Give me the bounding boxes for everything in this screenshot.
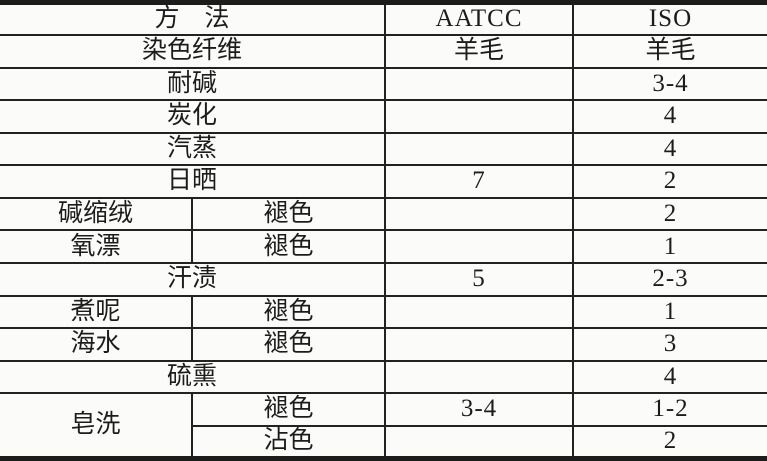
table-row: 氧漂 褪色 1 xyxy=(0,229,767,264)
cell-aatcc: 羊毛 xyxy=(384,34,575,69)
cell-iso: 2 xyxy=(572,424,767,460)
cell-iso: 4 xyxy=(572,359,767,395)
cell-method: 耐碱 xyxy=(0,66,387,102)
cell-aatcc xyxy=(384,294,575,330)
cell-aatcc xyxy=(384,327,575,362)
cell-iso: 羊毛 xyxy=(572,34,767,69)
cell-iso: 2 xyxy=(572,196,767,232)
table-row: 煮呢 褪色 1 xyxy=(0,294,767,330)
cell-subtype: 沾色 xyxy=(192,424,387,460)
cell-aatcc xyxy=(384,66,575,102)
table-row: 汽蒸 4 xyxy=(0,131,767,167)
cell-aatcc xyxy=(384,131,575,167)
cell-subtype: 褪色 xyxy=(190,196,387,232)
cell-method: 炭化 xyxy=(0,99,387,134)
cell-method: 皂洗 xyxy=(0,392,193,460)
table-row: 炭化 4 xyxy=(0,99,767,134)
header-aatcc: AATCC xyxy=(384,1,575,37)
cell-aatcc: 7 xyxy=(384,164,575,199)
cell-subtype: 褪色 xyxy=(190,229,387,264)
cell-iso: 1 xyxy=(572,229,767,264)
cell-method: 染色纤维 xyxy=(0,34,387,69)
table-row: 耐碱 3-4 xyxy=(0,66,767,102)
table-row: 硫熏 4 xyxy=(0,359,767,395)
cell-method: 煮呢 xyxy=(0,294,193,330)
table-header-row: 方 法 AATCC ISO xyxy=(0,1,767,37)
table-row: 染色纤维 羊毛 羊毛 xyxy=(0,34,767,69)
header-method: 方 法 xyxy=(0,1,387,37)
table-row: 海水 褪色 3 xyxy=(0,327,767,362)
cell-subtype: 褪色 xyxy=(190,392,387,427)
cell-subtype: 褪色 xyxy=(190,327,387,362)
cell-iso: 1 xyxy=(572,294,767,330)
cell-method: 硫熏 xyxy=(0,359,387,395)
cell-iso: 2-3 xyxy=(572,262,767,297)
cell-method: 汗渍 xyxy=(0,262,387,297)
cell-iso: 1-2 xyxy=(572,392,767,427)
cell-iso: 3 xyxy=(572,327,767,362)
cell-method: 汽蒸 xyxy=(0,131,387,167)
cell-aatcc xyxy=(384,196,575,232)
cell-iso: 4 xyxy=(572,131,767,167)
cell-iso: 4 xyxy=(572,99,767,134)
table-row: 碱缩绒 褪色 2 xyxy=(0,196,767,232)
header-iso: ISO xyxy=(572,1,767,37)
cell-aatcc xyxy=(384,424,575,460)
cell-aatcc xyxy=(384,99,575,134)
cell-method: 氧漂 xyxy=(0,229,193,264)
cell-aatcc: 3-4 xyxy=(384,392,575,427)
cell-method: 碱缩绒 xyxy=(0,196,193,232)
table-row: 日晒 7 2 xyxy=(0,164,767,199)
cell-aatcc xyxy=(384,229,575,264)
cell-subtype: 褪色 xyxy=(190,294,387,330)
cell-aatcc: 5 xyxy=(384,262,575,297)
table-row: 皂洗 褪色 3-4 1-2 xyxy=(0,392,767,460)
cell-iso: 2 xyxy=(572,164,767,199)
cell-method: 日晒 xyxy=(0,164,387,199)
cell-iso: 3-4 xyxy=(572,66,767,102)
table-row: 沾色 2 xyxy=(0,424,767,460)
table-row: 汗渍 5 2-3 xyxy=(0,262,767,297)
cell-aatcc xyxy=(384,359,575,395)
cell-method: 海水 xyxy=(0,327,193,362)
